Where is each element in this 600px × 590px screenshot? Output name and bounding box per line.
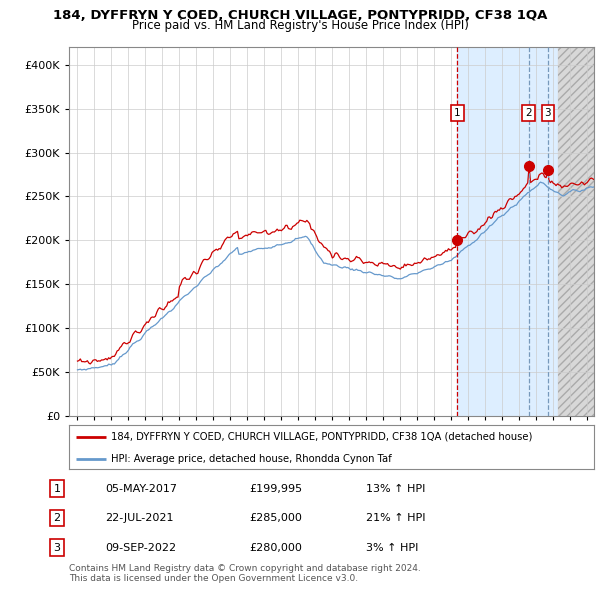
Text: 184, DYFFRYN Y COED, CHURCH VILLAGE, PONTYPRIDD, CF38 1QA (detached house): 184, DYFFRYN Y COED, CHURCH VILLAGE, PON… — [111, 432, 532, 442]
Bar — [457, 47, 559, 416]
Text: 184, DYFFRYN Y COED, CHURCH VILLAGE, PONTYPRIDD, CF38 1QA: 184, DYFFRYN Y COED, CHURCH VILLAGE, PON… — [53, 9, 547, 22]
Text: 3: 3 — [545, 108, 551, 118]
Text: 1: 1 — [53, 484, 61, 493]
Text: Price paid vs. HM Land Registry's House Price Index (HPI): Price paid vs. HM Land Registry's House … — [131, 19, 469, 32]
Text: 2: 2 — [525, 108, 532, 118]
Text: £199,995: £199,995 — [249, 484, 302, 493]
Text: 3: 3 — [53, 543, 61, 552]
Text: £280,000: £280,000 — [249, 543, 302, 552]
Text: 21% ↑ HPI: 21% ↑ HPI — [366, 513, 425, 523]
Text: 2: 2 — [53, 513, 61, 523]
Bar — [559, 47, 594, 416]
Text: 22-JUL-2021: 22-JUL-2021 — [105, 513, 173, 523]
Text: 13% ↑ HPI: 13% ↑ HPI — [366, 484, 425, 493]
Text: Contains HM Land Registry data © Crown copyright and database right 2024.
This d: Contains HM Land Registry data © Crown c… — [69, 563, 421, 583]
Text: £285,000: £285,000 — [249, 513, 302, 523]
Bar — [559, 47, 594, 416]
Text: 3% ↑ HPI: 3% ↑ HPI — [366, 543, 418, 552]
Text: 09-SEP-2022: 09-SEP-2022 — [105, 543, 176, 552]
Text: 1: 1 — [454, 108, 461, 118]
Text: HPI: Average price, detached house, Rhondda Cynon Taf: HPI: Average price, detached house, Rhon… — [111, 454, 392, 464]
Text: 05-MAY-2017: 05-MAY-2017 — [105, 484, 177, 493]
